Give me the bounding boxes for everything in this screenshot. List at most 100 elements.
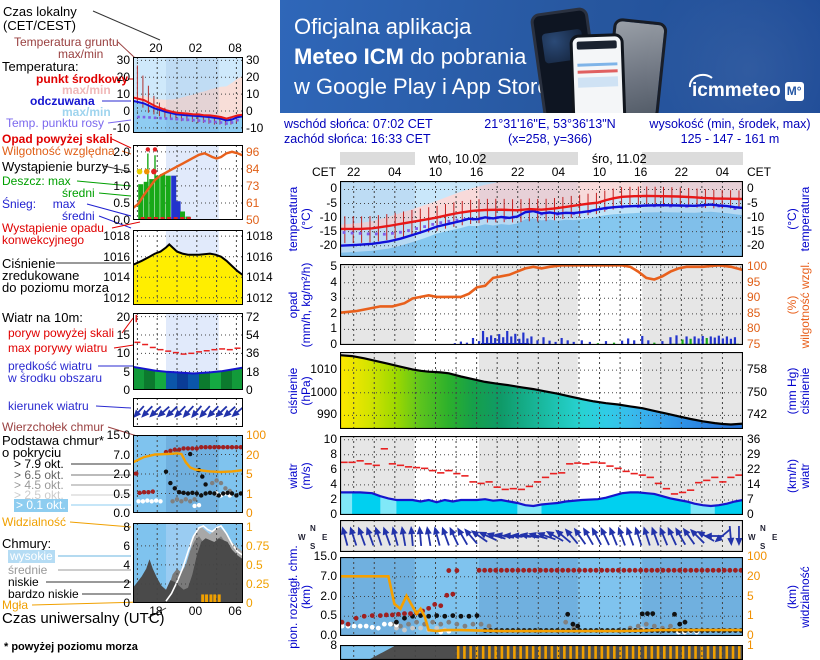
y-tick: 20 xyxy=(747,568,761,583)
mini-tick: 1012 xyxy=(246,290,273,305)
legend-label-local-time-2: (CET/CEST) xyxy=(3,18,76,33)
y-tick: 8 xyxy=(330,637,337,652)
legend-label-rain-max: Deszcz: max xyxy=(2,174,71,188)
app-banner[interactable]: Oficjalna aplikacja Meteo ICM do pobrani… xyxy=(280,0,820,113)
y-tick: 2.0 xyxy=(320,588,337,603)
mini-tick: 20 xyxy=(246,447,260,462)
temperature-chart xyxy=(339,180,744,258)
legend-label-feels-maxmin: max/min xyxy=(62,105,111,119)
mini-tick: 5 xyxy=(123,364,130,379)
time-tick: 04 xyxy=(551,165,566,179)
legend-label-wind-header: Wiatr na 10m: xyxy=(2,310,83,325)
precipitation-humidity-chart xyxy=(339,263,744,346)
grid-xy-label: (x=258, y=366) xyxy=(507,132,593,146)
legend-label-gust-overflow: poryw powyżej skali xyxy=(8,326,115,340)
y-tick: 0.5 xyxy=(320,608,337,623)
pressure-chart xyxy=(339,351,744,430)
sunrise-label: wschód słońca: 07:02 CET xyxy=(284,117,433,131)
y-tick: 1010 xyxy=(310,362,337,377)
legend-label-temp-header: Temperatura: xyxy=(2,59,79,74)
mini-tick: 20 xyxy=(116,309,130,324)
y-tick: 758 xyxy=(747,362,768,377)
date-label: wto, 10.02 xyxy=(428,152,487,166)
mini-tick: -10 xyxy=(246,120,264,135)
y-tick: 0 xyxy=(330,507,337,521)
altitude-values: 125 - 147 - 161 m xyxy=(680,132,780,146)
time-tick: 22 xyxy=(347,165,361,179)
mini-tick: 2.0 xyxy=(113,144,130,159)
cet-label-right: CET xyxy=(747,165,771,179)
mini-tick: 1018 xyxy=(246,229,273,244)
mini-x-tick: 06 xyxy=(228,604,242,618)
time-tick: 10 xyxy=(592,165,607,179)
legend-label-storm: Wystąpienie burzy xyxy=(2,159,109,174)
mini-clouds-chart xyxy=(130,435,244,513)
y-tick: 1 xyxy=(747,608,754,623)
mini-tick: 1016 xyxy=(103,249,130,264)
legend-label-clouds-header: Chmury: xyxy=(2,536,52,551)
y-tick: -20 xyxy=(319,237,337,252)
y-tick: -20 xyxy=(747,237,765,252)
mini-tick: 7.0 xyxy=(113,447,130,462)
mini-tick: 2 xyxy=(123,576,130,591)
y-tick: 10 xyxy=(323,431,337,446)
mini-tick: 15.0 xyxy=(106,428,130,442)
legend-label-conv-2: konwekcyjnego xyxy=(2,233,85,247)
night-band xyxy=(479,152,578,165)
y-tick: 8 xyxy=(330,446,337,461)
mini-tick: 10 xyxy=(246,87,260,102)
legend-label-snow-avg: średni xyxy=(62,209,95,223)
legend-label-pressure-1: Ciśnienie xyxy=(2,256,56,271)
y-tick: 95 xyxy=(747,274,761,289)
mini-tick: 2.0 xyxy=(113,467,130,481)
mini-tick: 36 xyxy=(246,346,260,361)
mini-tick: 0 xyxy=(123,104,130,119)
y-tick: 14 xyxy=(747,476,761,491)
legend-label-wind-speed-1: prędkość wiatru xyxy=(8,359,93,373)
legend-label-okt-45: > 4.5 okt. xyxy=(14,478,64,492)
mini-tick: 30 xyxy=(246,53,260,68)
wind-direction-chart xyxy=(339,519,744,553)
axis-label: (%) wilgotność wzgl. xyxy=(785,261,812,348)
y-tick: 29 xyxy=(747,446,761,461)
y-tick: 36 xyxy=(747,431,761,446)
y-tick: 0 xyxy=(747,181,754,196)
time-tick: 04 xyxy=(715,165,730,179)
legend-label-clouds-vlow: bardzo niskie xyxy=(8,587,79,601)
y-tick: 75 xyxy=(747,337,761,351)
legend-label-snow-max: Śnieg: max xyxy=(2,197,76,211)
mini-tick: 0.0 xyxy=(113,506,130,520)
sunset-label: zachód słońca: 16:33 CET xyxy=(284,132,431,146)
mini-tick: 1 xyxy=(246,519,253,534)
time-tick: 16 xyxy=(633,165,648,179)
mini-tick: 1014 xyxy=(103,270,130,285)
mini-tick: 1.5 xyxy=(113,161,130,176)
meteogram-area: Oficjalna aplikacja Meteo ICM do pobrani… xyxy=(280,0,820,660)
legend-label-clouds-mid: średnie xyxy=(8,563,48,577)
mini-tick: -10 xyxy=(112,120,130,135)
mini-tick: 8 xyxy=(123,519,130,534)
banner-text: Oficjalna aplikacja Meteo ICM do pobrani… xyxy=(294,12,550,102)
banner-line3: w Google Play i App Store xyxy=(294,74,550,99)
y-tick: -15 xyxy=(747,223,765,238)
mini-tick: 30 xyxy=(116,53,130,68)
banner-line1: Oficjalna aplikacja xyxy=(294,14,472,39)
y-tick: -15 xyxy=(319,223,337,238)
mini-tick: 15 xyxy=(116,328,130,342)
legend-label-precip-overflow: Opad powyżej skali xyxy=(2,132,113,146)
mini-tick: 0.25 xyxy=(246,576,270,591)
mini-temperature-chart xyxy=(132,57,244,133)
y-tick: 6 xyxy=(330,461,337,476)
mini-x-tick: 18 xyxy=(149,604,163,618)
time-tick: 04 xyxy=(388,165,402,179)
legend-label-temp-feels: odczuwana xyxy=(30,94,95,108)
legend-label-okt-01: > 0.1 okt. xyxy=(14,498,68,512)
legend-label-clouds-low: niskie xyxy=(8,575,39,589)
mini-tick: 96 xyxy=(246,144,260,159)
y-tick: 5 xyxy=(747,588,754,603)
mini-tick: 10 xyxy=(116,87,130,102)
mini-wind-direction-chart xyxy=(133,398,245,427)
mini-tick: 54 xyxy=(246,328,260,342)
